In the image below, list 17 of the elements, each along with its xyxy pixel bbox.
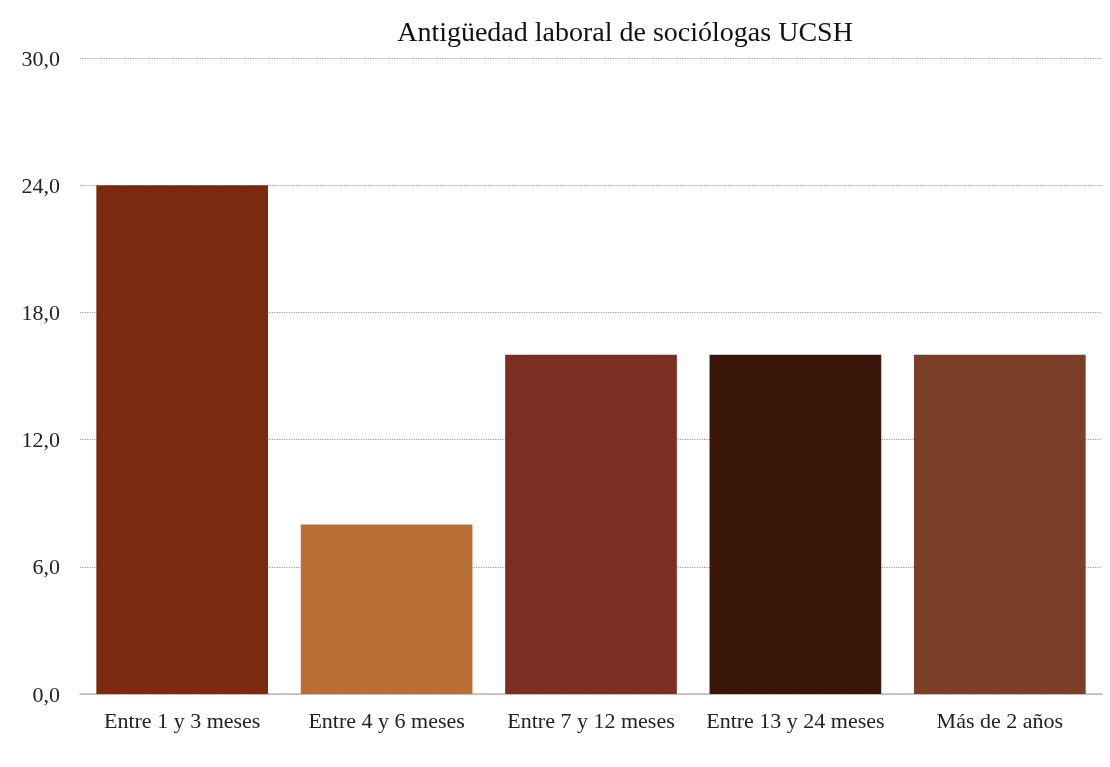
y-tick-label: 6,0 [32,554,60,580]
bar [505,354,677,694]
bar [96,185,269,694]
y-tick-label: 0,0 [32,681,60,707]
bar [913,354,1086,694]
y-tick-label: 24,0 [21,172,60,198]
bar [709,354,882,694]
x-tick-label: Entre 7 y 12 meses [507,707,675,733]
x-tick-label: Entre 1 y 3 meses [104,707,261,733]
x-tick-label: Más de 2 años [936,707,1064,733]
x-tick-label: Entre 4 y 6 meses [308,707,465,733]
y-tick-label: 30,0 [21,45,60,71]
x-tick-label: Entre 13 y 24 meses [706,707,885,733]
y-tick-label: 18,0 [21,299,60,325]
y-tick-label: 12,0 [21,427,60,453]
bar [300,524,473,694]
chart-title: Antigüedad laboral de sociólogas UCSH [397,15,853,47]
